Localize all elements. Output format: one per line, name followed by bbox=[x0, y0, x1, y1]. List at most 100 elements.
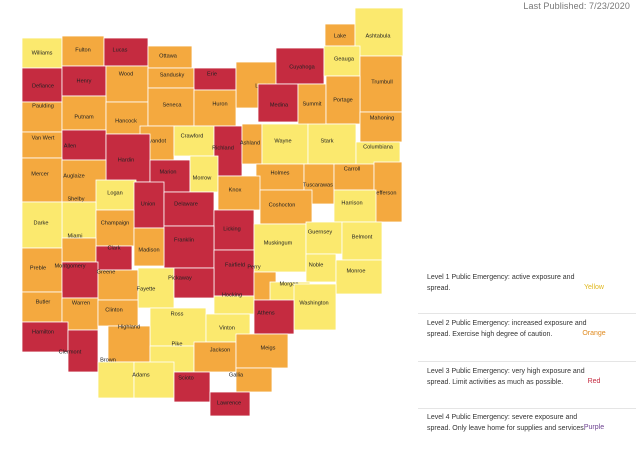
county-shape bbox=[133, 181, 165, 229]
legend-text: Level 2 Public Emergency: increased expo… bbox=[427, 320, 587, 338]
legend-text: Level 4 Public Emergency: severe exposur… bbox=[427, 414, 586, 432]
county-layer: Williams Fulton Lucas Ottawa Lake Ashtabula De… bbox=[21, 7, 404, 417]
county-shape bbox=[163, 225, 215, 269]
county-wayne: Wayne bbox=[261, 123, 309, 165]
county-label: Mahoning bbox=[370, 115, 395, 121]
county-shape bbox=[189, 155, 219, 193]
county-label: Clark bbox=[107, 245, 120, 251]
county-label: Clinton bbox=[105, 307, 122, 313]
county-van-wert: Van Wert bbox=[21, 131, 63, 159]
county-crawford: Crawford bbox=[173, 125, 215, 157]
legend-divider bbox=[418, 408, 636, 409]
county-gallia: Gallia bbox=[229, 367, 273, 393]
county-shape bbox=[133, 227, 165, 267]
county-shape bbox=[193, 89, 237, 127]
county-williams: Williams bbox=[21, 37, 63, 69]
county-shape bbox=[335, 259, 383, 295]
legend-item-level-2: Level 2 Public Emergency: increased expo… bbox=[418, 318, 636, 354]
county-label: Coshocton bbox=[269, 202, 296, 208]
county-shape bbox=[173, 371, 211, 403]
county-lucas: Lucas bbox=[103, 37, 149, 67]
county-label: Morrow bbox=[193, 175, 213, 181]
county-label: Shelby bbox=[67, 196, 84, 202]
county-label: Harrison bbox=[341, 200, 362, 206]
county-label: Knox bbox=[229, 187, 242, 193]
county-shape bbox=[341, 221, 383, 261]
county-harrison: Harrison bbox=[333, 189, 377, 223]
county-label: Adams bbox=[132, 372, 150, 378]
county-lawrence: Lawrence bbox=[209, 391, 251, 417]
county-label: Williams bbox=[32, 50, 53, 56]
county-label: Marion bbox=[159, 169, 176, 175]
county-holmes: Holmes bbox=[255, 163, 305, 191]
county-shape bbox=[235, 367, 273, 393]
county-medina: Medina bbox=[257, 83, 299, 123]
county-label: Montgomery bbox=[54, 263, 85, 269]
county-label: Clermont bbox=[59, 349, 82, 355]
county-label: Noble bbox=[309, 262, 324, 268]
county-shape bbox=[61, 237, 97, 263]
county-shape bbox=[359, 111, 403, 143]
county-label: Madison bbox=[138, 247, 159, 253]
county-label: Auglaize bbox=[63, 173, 84, 179]
county-shape bbox=[173, 125, 215, 157]
county-label: Summit bbox=[303, 101, 322, 107]
county-clermont: Clermont bbox=[59, 329, 99, 373]
county-label: Butler bbox=[36, 299, 51, 305]
county-label: Hamilton bbox=[32, 329, 54, 335]
county-label: Greene bbox=[97, 269, 116, 275]
county-label: Meigs bbox=[261, 345, 276, 351]
county-adams: Adams bbox=[132, 361, 175, 399]
county-shape bbox=[305, 221, 343, 255]
county-shape bbox=[105, 133, 151, 183]
county-shape bbox=[133, 361, 175, 399]
county-belmont: Belmont bbox=[341, 221, 383, 261]
county-label: Washington bbox=[299, 300, 328, 306]
county-label: Fairfield bbox=[225, 262, 245, 268]
county-label: Lake bbox=[334, 33, 346, 39]
county-label: Hardin bbox=[118, 157, 134, 163]
legend-color-name: Purple bbox=[583, 424, 605, 431]
county-label: Athens bbox=[257, 310, 275, 316]
county-meigs: Meigs bbox=[235, 333, 289, 369]
county-carroll: Carroll bbox=[333, 163, 375, 191]
county-label: Lucas bbox=[113, 47, 128, 53]
county-shape bbox=[67, 329, 99, 373]
legend-color-name: Red bbox=[587, 378, 601, 385]
county-label: Tuscarawas bbox=[303, 182, 333, 188]
county-fayette: Fayette bbox=[137, 267, 175, 309]
county-label: Hocking bbox=[222, 292, 242, 298]
county-noble: Noble bbox=[305, 253, 337, 283]
legend-color-name: Orange bbox=[582, 330, 606, 337]
legend-color-name: Yellow bbox=[584, 284, 604, 291]
county-shape bbox=[209, 391, 251, 417]
county-henry: Henry bbox=[61, 65, 107, 97]
county-label: Allen bbox=[64, 143, 76, 149]
county-shape bbox=[95, 179, 137, 211]
county-label: Paulding bbox=[32, 103, 54, 109]
county-label: Huron bbox=[212, 101, 227, 107]
county-shape bbox=[61, 95, 107, 131]
legend-item-level-1: Level 1 Public Emergency: active exposur… bbox=[418, 272, 636, 308]
county-label: Pike bbox=[172, 341, 183, 347]
county-defiance: Defiance bbox=[21, 67, 63, 103]
county-erie: Erie bbox=[193, 67, 237, 91]
county-lake: Lake bbox=[324, 23, 356, 47]
county-cuyahoga: Cuyahoga bbox=[275, 47, 325, 85]
county-ashland: Ashland bbox=[240, 123, 263, 165]
legend-text: Level 1 Public Emergency: active exposur… bbox=[427, 274, 575, 292]
county-licking: Licking bbox=[213, 209, 255, 251]
legend-divider bbox=[418, 313, 636, 314]
county-seneca: Seneca bbox=[147, 87, 195, 127]
county-label: Columbiana bbox=[363, 144, 394, 150]
county-summit: Summit bbox=[297, 83, 327, 127]
county-label: Pickaway bbox=[168, 275, 192, 281]
county-huron: Huron bbox=[193, 89, 237, 127]
county-label: Wood bbox=[119, 71, 134, 77]
county-shape bbox=[105, 65, 149, 103]
county-morrow: Morrow bbox=[189, 155, 219, 193]
legend-item-level-4: Level 4 Public Emergency: severe exposur… bbox=[418, 412, 636, 448]
county-label: Logan bbox=[107, 190, 123, 196]
county-label: Ashtabula bbox=[366, 33, 392, 39]
county-label: Scioto bbox=[178, 375, 194, 381]
